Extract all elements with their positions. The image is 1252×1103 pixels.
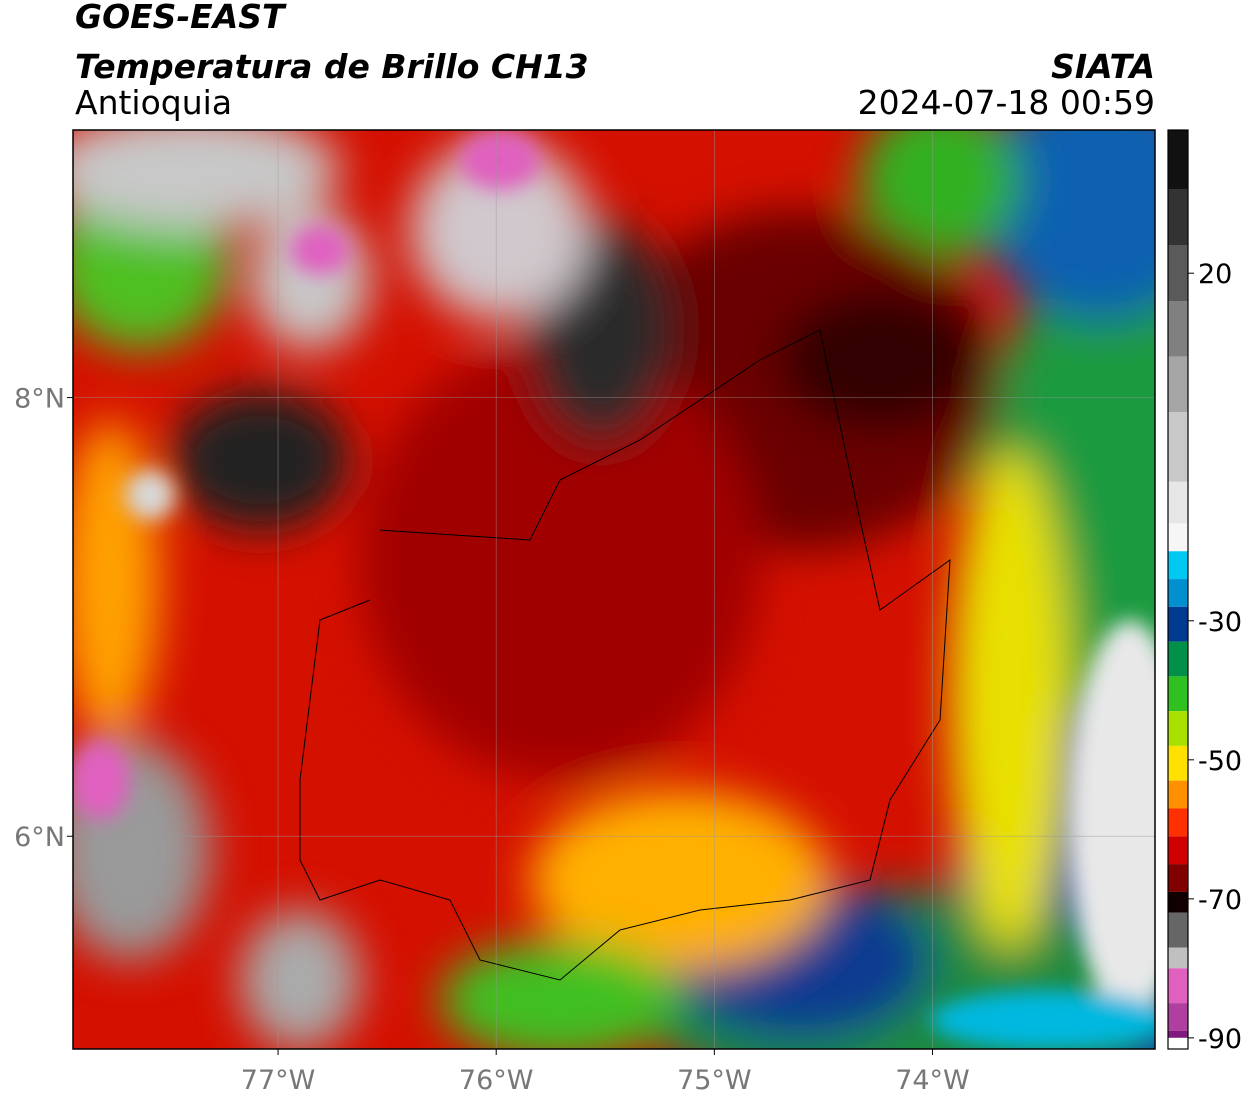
colorbar-tick-label: -70: [1198, 885, 1242, 916]
colorbar-band: [1168, 412, 1188, 482]
x-tick-label: 77°W: [241, 1065, 316, 1096]
datetime: 2024-07-18 00:59: [858, 83, 1155, 122]
colorbar-tick-label: 20: [1198, 259, 1232, 290]
colorbar-band: [1168, 808, 1188, 837]
colorbar-band: [1168, 189, 1188, 246]
colorbar-band: [1168, 641, 1188, 677]
colorbar-tick-label: -30: [1198, 607, 1242, 638]
colorbar-band: [1168, 481, 1188, 524]
colorbar-frame: [1167, 129, 1189, 1050]
y-tick-label: 8°N: [14, 384, 65, 415]
colorbar-band: [1168, 1037, 1188, 1049]
map-frame: [72, 129, 1156, 1050]
colorbar-band: [1168, 968, 1188, 1004]
colorbar-band: [1168, 606, 1188, 642]
colorbar-band: [1168, 523, 1188, 552]
colorbar-band: [1168, 356, 1188, 413]
satellite: GOES-EAST: [75, 0, 287, 36]
colorbar-band: [1168, 780, 1188, 809]
colorbar-band: [1168, 551, 1188, 580]
colorbar-band: [1168, 1003, 1188, 1031]
colorbar-band: [1168, 579, 1188, 607]
colorbar-band: [1168, 745, 1188, 781]
x-tick-label: 76°W: [459, 1065, 534, 1096]
product: Temperatura de Brillo CH13: [75, 47, 589, 86]
colorbar-band: [1168, 912, 1188, 948]
colorbar-band: [1168, 245, 1188, 302]
region: Antioquia: [75, 83, 232, 122]
colorbar-band: [1168, 864, 1188, 892]
colorbar-tick-label: -90: [1198, 1024, 1242, 1055]
agency: SIATA: [1051, 47, 1155, 86]
x-tick-label: 74°W: [895, 1065, 970, 1096]
colorbar-band: [1168, 1030, 1188, 1038]
colorbar-band: [1168, 711, 1188, 746]
colorbar-band: [1168, 836, 1188, 865]
satellite-image: [73, 130, 1155, 1049]
colorbar-band: [1168, 947, 1188, 969]
y-tick-label: 6°N: [14, 822, 65, 853]
colorbar-band: [1168, 130, 1188, 190]
colorbar-band: [1168, 676, 1188, 712]
x-tick-label: 75°W: [677, 1065, 752, 1096]
colorbar-tick-label: -50: [1198, 746, 1242, 777]
colorbar-band: [1168, 891, 1188, 913]
colorbar-band: [1168, 301, 1188, 357]
